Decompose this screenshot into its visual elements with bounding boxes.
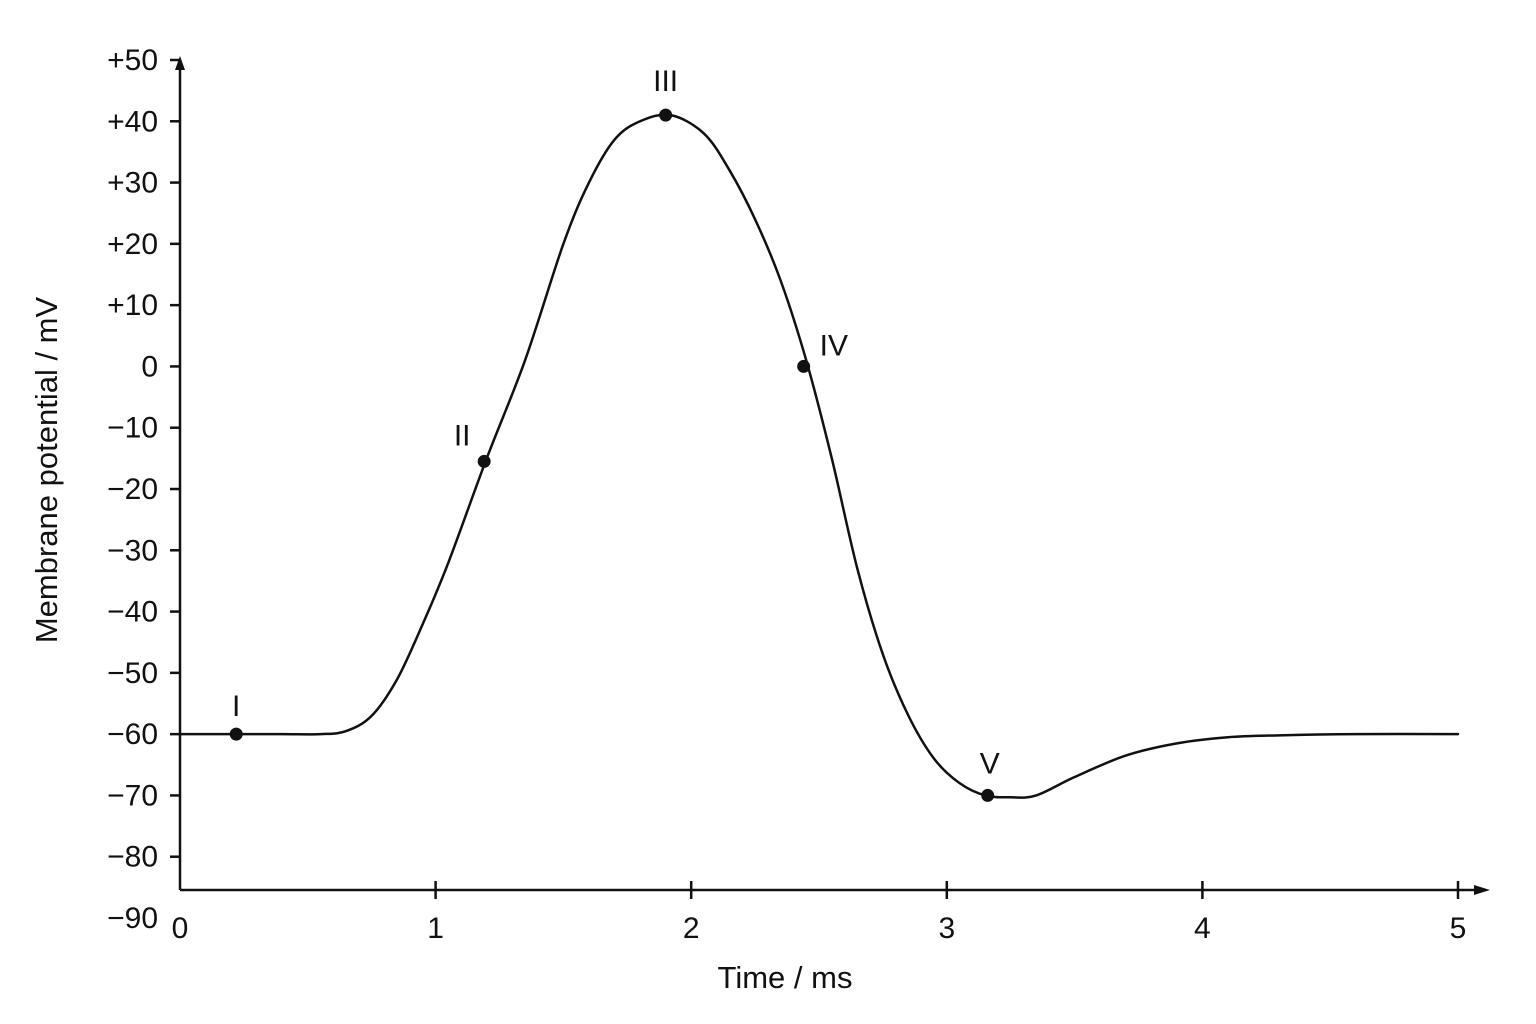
x-tick-label: 2	[683, 912, 700, 945]
x-tick-label: 0	[172, 912, 189, 945]
y-tick-label: +30	[107, 167, 158, 200]
y-tick-label: −50	[107, 657, 158, 690]
y-tick-label: −80	[107, 841, 158, 874]
x-tick-label: 5	[1450, 912, 1467, 945]
point-label-iv: IV	[820, 329, 848, 362]
x-tick-label: 4	[1194, 912, 1211, 945]
y-tick-label: −20	[107, 473, 158, 506]
x-axis-title: Time / ms	[718, 960, 853, 995]
y-tick-label: +20	[107, 228, 158, 261]
point-label-ii: II	[454, 419, 471, 452]
y-tick-label: −70	[107, 779, 158, 812]
point-marker-iii	[659, 108, 673, 122]
y-axis-title: Membrane potential / mV	[29, 297, 64, 644]
y-tick-label: +40	[107, 105, 158, 138]
point-marker-ii	[477, 454, 491, 468]
y-tick-label: −90	[107, 902, 158, 935]
y-tick-label: −40	[107, 596, 158, 629]
y-tick-label: +10	[107, 289, 158, 322]
x-axis-arrow-icon	[1474, 885, 1490, 895]
axes	[175, 56, 1490, 895]
y-tick-label: +50	[107, 44, 158, 77]
point-marker-v	[981, 788, 995, 802]
point-marker-iv	[797, 359, 811, 373]
y-tick-label: −10	[107, 412, 158, 445]
point-label-i: I	[232, 690, 240, 723]
point-label-iii: III	[653, 65, 678, 98]
x-ticks: 0 1 2 3 4 5	[172, 881, 1467, 945]
y-axis-arrow-icon	[175, 56, 185, 70]
y-ticks: +50 +40 +30 +20 +10 0 −10 −20 −30 −40 −50 −60 −70 −80…	[107, 44, 180, 935]
y-tick-label: 0	[141, 350, 158, 383]
membrane-potential-curve	[178, 113, 1460, 799]
x-tick-label: 3	[938, 912, 955, 945]
y-tick-label: −30	[107, 534, 158, 567]
point-marker-i	[229, 727, 243, 741]
y-tick-label: −60	[107, 718, 158, 751]
point-label-v: V	[980, 747, 1000, 780]
x-tick-label: 1	[427, 912, 444, 945]
